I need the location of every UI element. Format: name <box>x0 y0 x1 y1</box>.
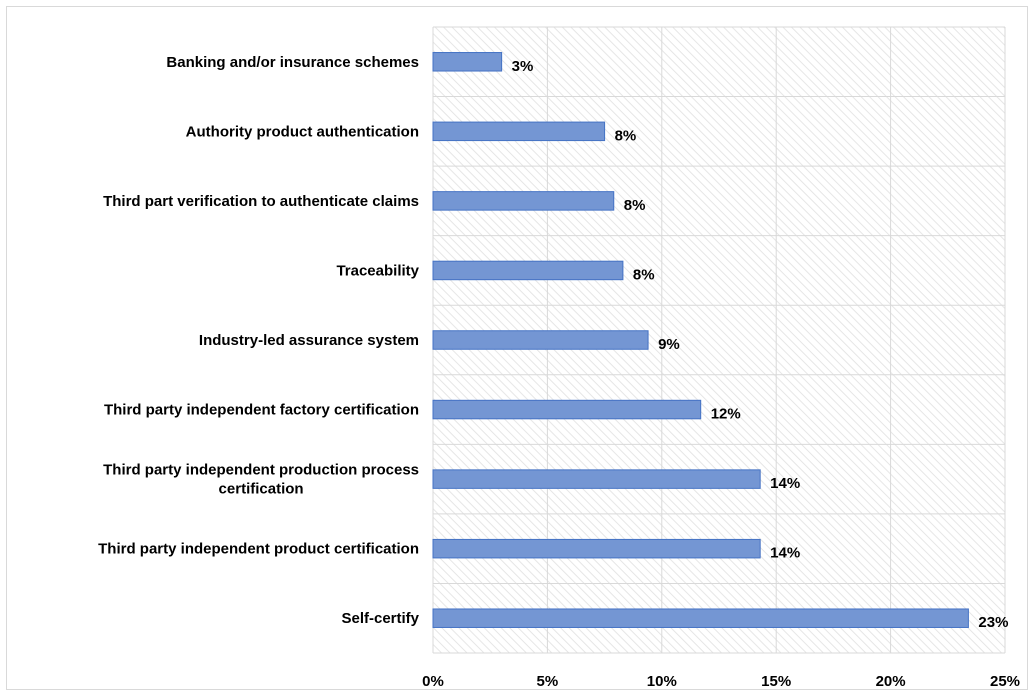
value-label-8: 23% <box>978 614 1008 631</box>
value-label-6: 14% <box>770 475 800 492</box>
category-label-2: Third part verification to authenticate … <box>103 193 419 210</box>
bar-3 <box>432 260 624 281</box>
x-tick-label-5: 25% <box>990 673 1020 690</box>
x-tick-label-3: 15% <box>761 673 791 690</box>
category-label-3: Traceability <box>336 262 419 279</box>
value-label-4: 9% <box>658 336 680 353</box>
value-label-2: 8% <box>624 197 646 214</box>
value-label-1: 8% <box>615 127 637 144</box>
bar-5 <box>432 399 702 420</box>
x-tick-label-4: 20% <box>876 673 906 690</box>
bar-8 <box>432 608 969 628</box>
value-label-7: 14% <box>770 545 800 562</box>
bar-2 <box>432 191 615 211</box>
category-label-8: Self-certify <box>341 610 419 627</box>
bar-1 <box>432 121 606 142</box>
value-label-5: 12% <box>711 406 741 423</box>
labels: 3% Banking and/or insurance schemes 8% Auth… <box>98 54 1020 690</box>
x-tick-label-0: 0% <box>422 673 444 690</box>
value-label-3: 8% <box>633 266 655 283</box>
category-label-5: Third party independent factory certific… <box>104 402 419 419</box>
bar-4 <box>432 330 649 350</box>
category-label-0: Banking and/or insurance schemes <box>166 54 419 71</box>
bar-0 <box>432 52 503 72</box>
value-label-0: 3% <box>512 58 534 75</box>
category-label-4: Industry-led assurance system <box>199 332 419 349</box>
x-tick-label-1: 5% <box>537 673 559 690</box>
bar-7 <box>432 538 761 559</box>
chart-frame <box>6 6 1028 690</box>
category-label-1: Authority product authentication <box>186 123 419 140</box>
x-tick-label-2: 10% <box>647 673 677 690</box>
category-label-6: Third party independent production proce… <box>103 462 419 498</box>
category-label-7: Third party independent product certific… <box>98 541 419 558</box>
bar-6 <box>432 469 761 489</box>
bars <box>432 52 969 628</box>
